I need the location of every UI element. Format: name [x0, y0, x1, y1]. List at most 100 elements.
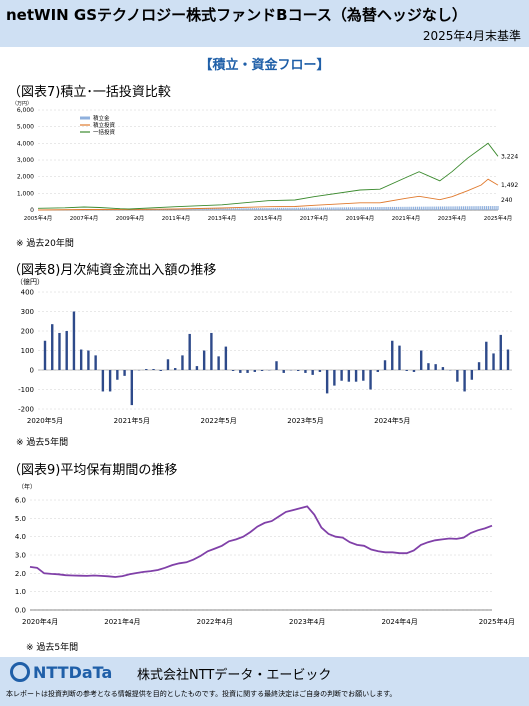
chart8-bar [159, 370, 162, 371]
chart8-bar [195, 366, 199, 370]
chart7-bar-tsumitatekin [351, 207, 353, 210]
chart7-bar-tsumitatekin [273, 207, 275, 210]
chart8-bar [152, 369, 155, 370]
chart9-y-tick: 0.0 [15, 607, 26, 615]
chart7-title: （図表7)積立･一括投資比較 [8, 85, 171, 100]
chart8-bar [304, 370, 307, 373]
chart7-bar-tsumitatekin [271, 207, 273, 210]
chart7-bar-tsumitatekin [332, 207, 334, 210]
chart8-bar [79, 349, 83, 370]
chart7-bar-tsumitatekin [317, 207, 319, 210]
chart7-bar-tsumitatekin [451, 206, 453, 210]
chart7-bar-tsumitatekin [480, 206, 482, 210]
chart7-bar-tsumitatekin [299, 207, 302, 210]
chart7-bar-tsumitatekin [278, 207, 281, 210]
chart8-bar [166, 359, 170, 370]
chart8-bar [253, 370, 256, 372]
chart7-bar-tsumitatekin [326, 207, 329, 210]
chart7-bar-tsumitatekin [303, 207, 306, 210]
chart7-bar-tsumitatekin [491, 206, 493, 210]
chart7-bar-tsumitatekin [238, 208, 240, 210]
nttdata-logo: NTTDaTa [10, 662, 112, 682]
chart7-bar-tsumitatekin [349, 207, 352, 210]
chart9-y-tick: 6.0 [15, 497, 26, 505]
chart7-x-tick: 2023年4月 [438, 214, 467, 222]
chart7-x-tick: 2009年4月 [116, 214, 145, 222]
chart8-bar [116, 370, 119, 380]
chart8-y-tick: 0 [30, 367, 34, 375]
chart7-bar-tsumitatekin [457, 206, 459, 210]
chart9-y-unit: （年） [18, 483, 36, 491]
chart8-monthly-net-flow: （億円） -200 -100 0 100 200 300 400 2020年5月 2021年5月 2… [16, 277, 512, 425]
fund-title: netWIN GSテクノロジー株式ファンドBコース（為替ヘッジなし） [6, 6, 467, 24]
chart7-bar-tsumitatekin [322, 207, 325, 210]
chart7-bar-tsumitatekin [497, 206, 499, 210]
chart7-bar-tsumitatekin [393, 206, 396, 210]
chart8-bar [181, 355, 184, 370]
chart8-bar [72, 311, 76, 370]
chart8-bar [51, 324, 54, 370]
chart7-bar-tsumitatekin [347, 207, 350, 210]
chart8-x-tick: 2023年5月 [287, 416, 323, 425]
chart7-bar-tsumitatekin [305, 207, 307, 210]
chart7-end-label: 3,224 [501, 153, 518, 160]
chart7-bar-tsumitatekin [202, 208, 204, 210]
chart7-legend-label: 積立投資 [93, 121, 116, 129]
chart7-y-unit: （万円） [12, 101, 32, 107]
chart7-bar-tsumitatekin [436, 206, 438, 210]
chart7-x-tick: 2019年4月 [346, 214, 375, 222]
chart7-bar-tsumitatekin [284, 207, 286, 210]
chart7-bar-tsumitatekin [368, 207, 371, 210]
chart8-bar [441, 367, 445, 370]
chart7-bar-tsumitatekin [344, 207, 346, 210]
chart7-bar-tsumitatekin [250, 208, 252, 210]
chart8-y-tick: 100 [21, 347, 34, 355]
chart7-bar-tsumitatekin [334, 207, 336, 210]
chart8-bar [477, 362, 481, 370]
chart7-bar-tsumitatekin [370, 207, 373, 210]
chart7-bar-tsumitatekin [342, 207, 344, 210]
chart7-bar-tsumitatekin [432, 206, 434, 210]
chart7-bar-tsumitatekin [382, 206, 384, 210]
chart8-bar [405, 370, 408, 371]
chart8-bar [130, 370, 134, 406]
chart7-bar-tsumitatekin [244, 208, 246, 210]
chart8-bar [369, 370, 372, 390]
chart7-bar-tsumitatekin [184, 208, 187, 210]
chart8-bar [383, 360, 387, 370]
chart7-bar-tsumitatekin [296, 207, 298, 210]
chart7-bar-tsumitatekin [485, 206, 488, 210]
chart7-bar-tsumitatekin [420, 206, 422, 210]
chart7-bar-tsumitatekin [282, 207, 284, 210]
chart9-avg-holding-period: （年） 0.0 1.0 2.0 3.0 4.0 5.0 6.0 2020年4月 2021年4月 20… [15, 483, 515, 626]
chart8-bar [470, 370, 474, 380]
chart7-bar-tsumitatekin [242, 208, 244, 210]
chart7-bar-tsumitatekin [466, 206, 468, 210]
chart7-bar-tsumitatekin [482, 206, 484, 210]
chart8-y-tick: 400 [21, 289, 34, 297]
chart7-y-tick: 0 [30, 207, 34, 214]
chart7-bar-tsumitatekin [248, 208, 250, 210]
chart8-note: ※ 過去5年間 [16, 438, 69, 448]
chart7-bar-tsumitatekin [374, 207, 376, 210]
chart8-y-tick: -200 [18, 406, 34, 414]
chart7-bar-tsumitatekin [286, 207, 288, 210]
chart7-y-tick: 6,000 [17, 107, 34, 114]
chart7-bar-tsumitatekin [476, 206, 478, 210]
chart8-bar [311, 370, 314, 375]
base-date: 2025年4月末基準 [422, 29, 521, 43]
chart7-bar-tsumitatekin [217, 208, 219, 210]
chart7-bar-tsumitatekin [223, 208, 225, 210]
chart7-bar-tsumitatekin [384, 206, 386, 210]
chart7-bar-tsumitatekin [424, 206, 426, 210]
chart7-note: ※ 過去20年間 [16, 239, 74, 249]
chart7-bar-tsumitatekin [365, 207, 367, 210]
chart7-bar-tsumitatekin [345, 207, 348, 210]
chart7-bar-tsumitatekin [363, 207, 365, 210]
chart8-bar [282, 370, 285, 373]
chart7-bar-tsumitatekin [464, 206, 467, 210]
chart7-bar-tsumitatekin [462, 206, 465, 210]
chart7-bar-tsumitatekin [445, 206, 447, 210]
chart8-bar [275, 361, 278, 370]
chart7-bar-tsumitatekin [468, 206, 470, 210]
